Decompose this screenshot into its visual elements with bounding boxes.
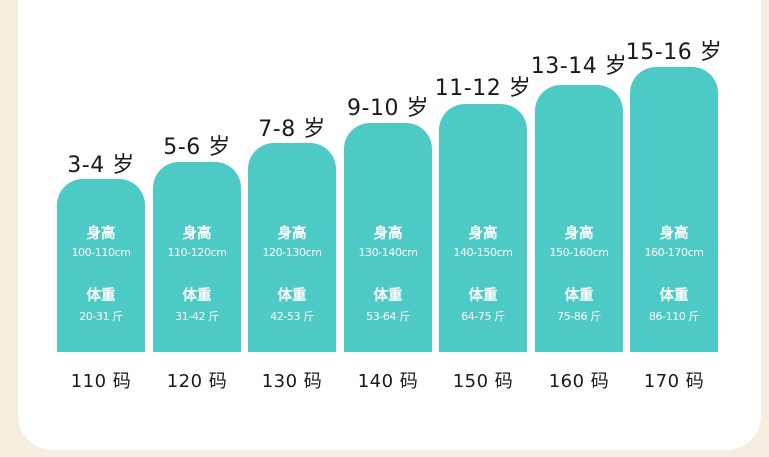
age-label: 9-10 岁 [347, 96, 429, 121]
height-range: 140-150cm [453, 246, 513, 259]
size-column: 11-12 岁身高 140-150cm 体重 64-75 斤 150 码 [435, 0, 531, 450]
size-column: 5-6 岁身高 110-120cm 体重 31-42 斤 120 码 [153, 0, 241, 450]
weight-range: 86-110 斤 [648, 310, 700, 323]
size-bar [248, 143, 336, 352]
height-label: 身高 [468, 226, 498, 242]
size-chart-card: 3-4 岁身高 100-110cm 体重 20-31 斤 110 码 5-6 岁身高 110… [18, 0, 761, 450]
height-label: 身高 [659, 226, 689, 242]
age-label: 11-12 岁 [434, 76, 532, 101]
size-code-label: 110 码 [70, 371, 132, 392]
weight-range: 31-42 斤 [175, 310, 219, 323]
age-label: 15-16 岁 [625, 40, 723, 65]
height-label: 身高 [277, 226, 307, 242]
weight-range: 64-75 斤 [461, 310, 505, 323]
weight-range: 42-53 斤 [270, 310, 314, 323]
size-column: 13-14 岁身高 150-160cm 体重 75-86 斤 160 码 [531, 0, 627, 450]
size-bar [439, 104, 527, 352]
weight-range: 75-86 斤 [557, 310, 601, 323]
height-label: 身高 [182, 226, 212, 242]
size-code-label: 160 码 [548, 371, 610, 392]
age-label: 13-14 岁 [530, 54, 628, 79]
height-range: 160-170cm [644, 246, 704, 259]
weight-label: 体重 [564, 288, 594, 304]
size-column: 15-16 岁身高 160-170cm 体重 86-110 斤 170 码 [626, 0, 722, 450]
size-column: 7-8 岁身高 120-130cm 体重 42-53 斤 130 码 [248, 0, 336, 450]
weight-label: 体重 [182, 288, 212, 304]
height-range: 130-140cm [358, 246, 418, 259]
size-code-label: 140 码 [357, 371, 419, 392]
age-label: 5-6 岁 [163, 135, 231, 160]
weight-label: 体重 [277, 288, 307, 304]
size-bar [630, 67, 718, 352]
weight-range: 20-31 斤 [79, 310, 123, 323]
age-label: 7-8 岁 [258, 117, 326, 142]
size-column: 9-10 岁身高 130-140cm 体重 53-64 斤 140 码 [344, 0, 432, 450]
size-code-label: 170 码 [643, 371, 705, 392]
size-bar [57, 179, 145, 352]
height-label: 身高 [564, 226, 594, 242]
size-bar [153, 162, 241, 352]
weight-label: 体重 [468, 288, 498, 304]
weight-label: 体重 [86, 288, 116, 304]
size-code-label: 150 码 [452, 371, 514, 392]
height-range: 120-130cm [262, 246, 322, 259]
height-range: 110-120cm [167, 246, 227, 259]
size-bar [344, 123, 432, 352]
size-code-label: 120 码 [166, 371, 228, 392]
weight-label: 体重 [659, 288, 689, 304]
age-label: 3-4 岁 [67, 153, 135, 178]
height-label: 身高 [86, 226, 116, 242]
height-label: 身高 [373, 226, 403, 242]
height-range: 150-160cm [549, 246, 609, 259]
size-bar [535, 85, 623, 352]
weight-label: 体重 [373, 288, 403, 304]
height-range: 100-110cm [71, 246, 131, 259]
weight-range: 53-64 斤 [366, 310, 410, 323]
size-code-label: 130 码 [261, 371, 323, 392]
size-column: 3-4 岁身高 100-110cm 体重 20-31 斤 110 码 [57, 0, 145, 450]
